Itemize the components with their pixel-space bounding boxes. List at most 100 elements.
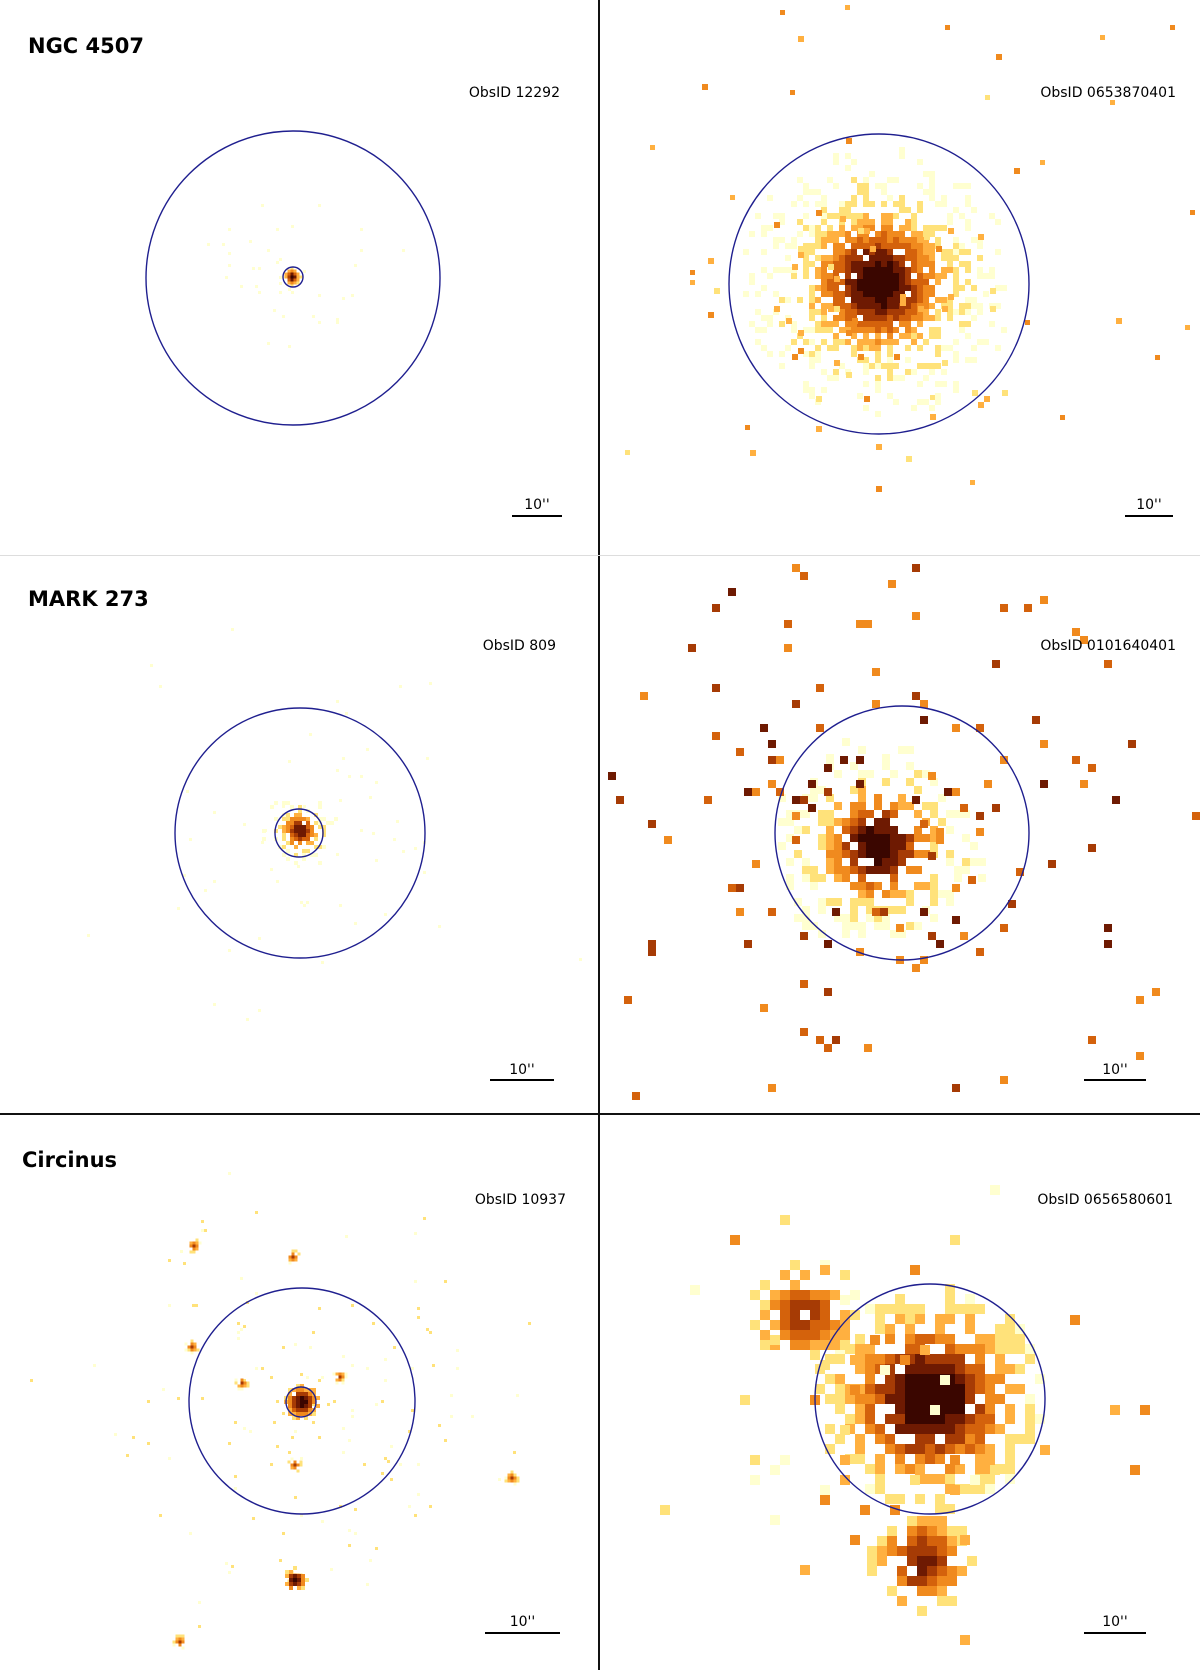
count-pixel bbox=[1116, 318, 1122, 324]
count-pixel bbox=[181, 1634, 185, 1638]
count-pixel bbox=[863, 297, 869, 303]
count-pixel bbox=[821, 327, 827, 333]
count-pixel bbox=[426, 757, 429, 760]
count-pixel bbox=[818, 930, 826, 938]
count-pixel bbox=[911, 303, 917, 309]
count-pixel bbox=[918, 306, 924, 312]
count-pixel bbox=[845, 303, 851, 309]
count-pixel bbox=[887, 1586, 897, 1596]
count-pixel bbox=[992, 804, 1000, 812]
count-pixel bbox=[898, 850, 906, 858]
count-pixel bbox=[875, 387, 881, 393]
count-pixel bbox=[905, 225, 911, 231]
count-pixel bbox=[1104, 940, 1112, 948]
count-pixel bbox=[270, 1463, 273, 1466]
count-pixel bbox=[794, 898, 802, 906]
count-pixel bbox=[906, 890, 914, 898]
count-pixel bbox=[895, 1394, 905, 1404]
count-pixel bbox=[899, 273, 905, 279]
count-pixel bbox=[808, 780, 816, 788]
count-pixel bbox=[869, 345, 875, 351]
count-pixel bbox=[895, 1404, 905, 1414]
count-pixel bbox=[246, 1381, 250, 1385]
count-pixel bbox=[947, 345, 953, 351]
count-pixel bbox=[920, 956, 928, 964]
count-pixel bbox=[802, 866, 810, 874]
count-pixel bbox=[1072, 628, 1080, 636]
count-pixel bbox=[773, 267, 779, 273]
count-pixel bbox=[322, 845, 326, 849]
count-pixel bbox=[826, 794, 834, 802]
count-pixel bbox=[818, 818, 826, 826]
count-pixel bbox=[985, 1444, 995, 1454]
count-pixel bbox=[845, 255, 851, 261]
count-pixel bbox=[869, 237, 875, 243]
count-pixel bbox=[786, 818, 794, 826]
count-pixel bbox=[803, 255, 809, 261]
count-pixel bbox=[770, 1320, 780, 1330]
count-pixel bbox=[290, 829, 294, 833]
count-pixel bbox=[800, 1290, 810, 1300]
count-pixel bbox=[858, 802, 866, 810]
count-pixel bbox=[288, 760, 291, 763]
count-pixel bbox=[802, 874, 810, 882]
count-pixel bbox=[318, 801, 322, 805]
count-pixel bbox=[930, 810, 938, 818]
count-pixel bbox=[855, 1454, 865, 1464]
count-pixel bbox=[228, 1571, 231, 1574]
count-pixel bbox=[857, 237, 863, 243]
count-pixel bbox=[768, 756, 776, 764]
count-pixel bbox=[288, 288, 291, 291]
count-pixel bbox=[296, 278, 300, 282]
count-pixel bbox=[905, 1374, 915, 1384]
count-pixel bbox=[375, 1547, 378, 1550]
count-pixel bbox=[825, 1354, 835, 1364]
count-pixel bbox=[834, 914, 842, 922]
count-pixel bbox=[845, 321, 851, 327]
count-pixel bbox=[826, 866, 834, 874]
count-pixel bbox=[800, 1330, 810, 1340]
count-pixel bbox=[282, 817, 286, 821]
count-pixel bbox=[240, 1277, 243, 1280]
count-pixel bbox=[881, 291, 887, 297]
count-pixel bbox=[1035, 1414, 1045, 1424]
count-pixel bbox=[839, 255, 845, 261]
count-pixel bbox=[881, 237, 887, 243]
count-pixel bbox=[178, 1634, 182, 1638]
count-pixel bbox=[845, 285, 851, 291]
count-pixel bbox=[1015, 1384, 1025, 1394]
count-pixel bbox=[882, 914, 890, 922]
count-pixel bbox=[304, 1388, 308, 1392]
count-pixel bbox=[300, 1396, 304, 1400]
count-pixel bbox=[344, 1375, 348, 1379]
count-pixel bbox=[850, 826, 858, 834]
count-pixel bbox=[995, 1374, 1005, 1384]
count-pixel bbox=[282, 825, 286, 829]
count-pixel bbox=[243, 1325, 246, 1328]
count-pixel bbox=[840, 1340, 850, 1350]
count-pixel bbox=[893, 315, 899, 321]
count-pixel bbox=[803, 225, 809, 231]
count-pixel bbox=[322, 833, 326, 837]
count-pixel bbox=[887, 297, 893, 303]
count-pixel bbox=[946, 898, 954, 906]
count-pixel bbox=[290, 1463, 294, 1467]
count-pixel bbox=[809, 291, 815, 297]
count-pixel bbox=[798, 330, 804, 336]
count-pixel bbox=[318, 825, 322, 829]
count-pixel bbox=[327, 1403, 330, 1406]
count-pixel bbox=[875, 267, 881, 273]
count-pixel bbox=[826, 834, 834, 842]
count-pixel bbox=[897, 1576, 907, 1586]
count-pixel bbox=[234, 1487, 237, 1490]
count-pixel bbox=[688, 644, 696, 652]
count-pixel bbox=[810, 874, 818, 882]
count-pixel bbox=[863, 381, 869, 387]
count-pixel bbox=[995, 1354, 1005, 1364]
count-pixel bbox=[204, 889, 207, 892]
count-pixel bbox=[712, 604, 720, 612]
count-pixel bbox=[985, 1374, 995, 1384]
count-pixel bbox=[845, 237, 851, 243]
count-pixel bbox=[300, 1388, 304, 1392]
count-pixel bbox=[914, 866, 922, 874]
